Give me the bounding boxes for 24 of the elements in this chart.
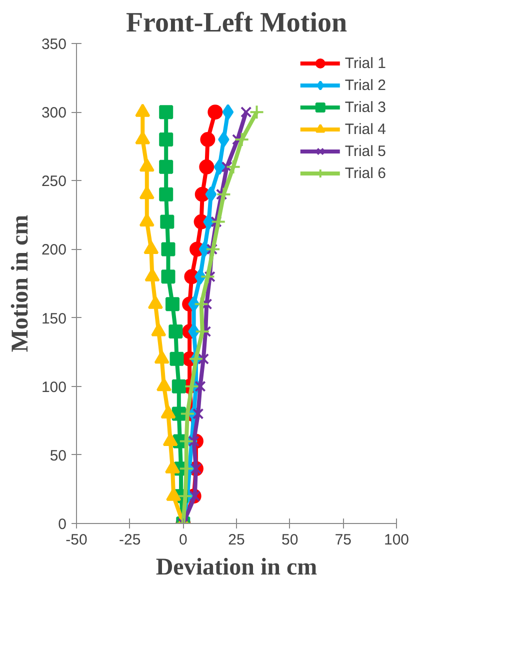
y-axis-title: Motion in cm [8,214,34,352]
x-tick-label: 25 [228,532,245,548]
legend-label: Trial 5 [344,142,386,160]
x-tick-label: 75 [334,532,352,548]
x-tick-label: -25 [118,532,141,548]
x-tick-label: 0 [178,532,188,548]
y-tick-label: 150 [41,310,67,328]
legend-label: Trial 1 [344,54,386,72]
y-tick-label: 300 [41,104,67,122]
y-tick-label: 50 [50,447,67,464]
y-tick-label: 250 [41,173,67,190]
chart-title: Front-Left Motion [126,8,348,38]
x-tick-label: -50 [66,532,88,548]
y-tick-label: 200 [41,242,67,259]
legend-label: Trial 6 [344,164,386,182]
legend-label: Trial 4 [344,120,386,138]
y-tick-label: 100 [41,378,67,396]
y-tick-label: 350 [41,36,67,53]
legend-label: Trial 3 [344,98,386,116]
legend-label: Trial 2 [344,76,386,94]
x-axis-title: Deviation in cm [156,554,318,580]
x-tick-label: 100 [384,532,410,548]
x-tick-label: 50 [281,532,298,548]
y-tick-label: 0 [58,516,66,533]
